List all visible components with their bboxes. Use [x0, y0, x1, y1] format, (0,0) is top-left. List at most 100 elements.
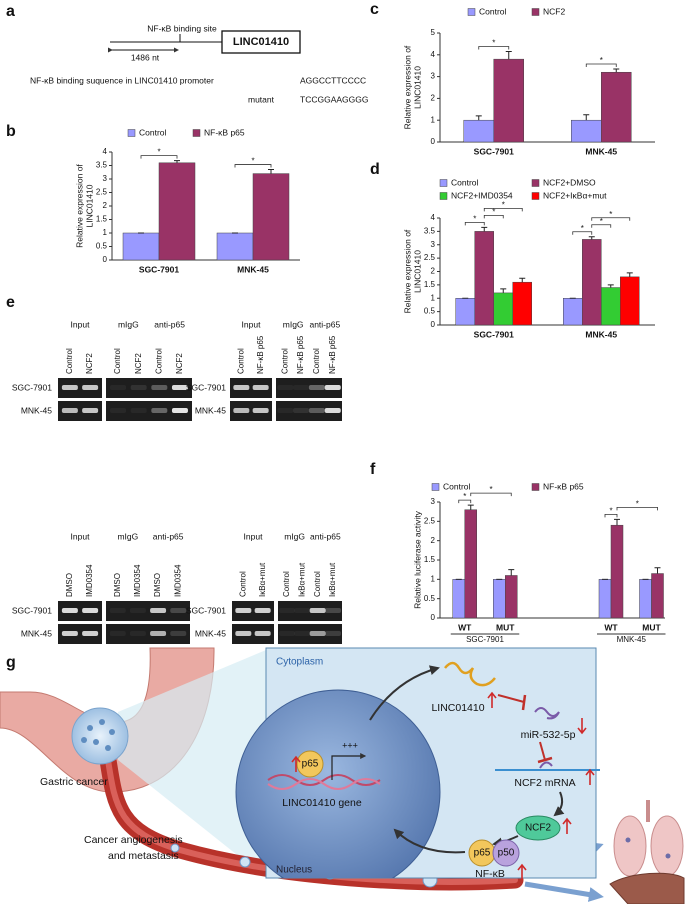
legend-label: NCF2+DMSO: [543, 177, 596, 187]
y-axis-label: Relative luciferase activity: [412, 510, 422, 609]
lane-label: NCF2: [175, 353, 184, 374]
lane-label: Control: [236, 348, 245, 374]
legend-label: Control: [443, 481, 471, 491]
error-bar: [481, 226, 488, 232]
nucleus: [235, 689, 441, 878]
zoom-cone: [118, 650, 266, 878]
gel-band: [109, 608, 126, 613]
legend-swatch: [127, 129, 136, 137]
p50-label: p50: [498, 848, 515, 859]
bar: [582, 239, 602, 326]
gel: [230, 401, 272, 421]
gel-band: [309, 608, 326, 613]
lane-label: NF-κB p65: [256, 335, 265, 374]
lane-label: Control: [238, 571, 247, 597]
x-tick-label: MNK-45: [237, 264, 269, 274]
cytoplasm-label: Cytoplasm: [276, 657, 323, 668]
gel-header: mIgG: [118, 319, 139, 329]
significance-bracket: [572, 231, 593, 235]
gel-band: [254, 608, 271, 613]
bar: [493, 58, 524, 143]
y-tick-label: 0: [431, 320, 436, 329]
gel-band: [171, 385, 188, 390]
gel: [276, 401, 342, 421]
gel: [58, 601, 102, 621]
row-label: MNK-45: [21, 628, 52, 638]
bar: [571, 119, 602, 143]
significance-label: *: [157, 148, 160, 157]
y-axis-label: LINC01410: [84, 184, 94, 227]
liver: [609, 872, 685, 904]
panel-a: a NF-κB binding site 1486 nt LINC01410 N…: [6, 3, 368, 104]
bar: [216, 232, 254, 261]
inhibition: [497, 694, 525, 703]
y-axis-label: LINC01410: [412, 250, 422, 293]
panel-label: a: [6, 3, 15, 20]
x-tick-label: MNK-45: [585, 146, 617, 156]
panel-label: f: [370, 461, 376, 478]
x-tick-label: WT: [604, 622, 618, 632]
mutant-label: mutant: [248, 94, 275, 104]
gel: [106, 401, 192, 421]
gel-band: [325, 631, 342, 636]
error-bar: [508, 569, 515, 576]
gene-box: [221, 30, 301, 54]
gel: [58, 624, 102, 644]
bar: [651, 573, 664, 619]
y-tick-label: 0.5: [96, 242, 108, 251]
p65-label: p65: [474, 848, 491, 859]
lane-label: Control: [280, 348, 289, 374]
distance-label: 1486 nt: [131, 52, 160, 62]
mutant-sequence: TCCGGAAGGGG: [300, 94, 368, 104]
bar: [452, 579, 465, 619]
mirna-bound: [539, 761, 553, 769]
error-bar: [467, 504, 474, 510]
lane-label: NCF2: [134, 353, 143, 374]
lane-label: NCF2: [85, 353, 94, 374]
significance-label: *: [251, 157, 254, 166]
panel-label: d: [370, 161, 380, 178]
complex-label: NF-κB: [475, 868, 505, 880]
significance-bracket: [470, 492, 512, 497]
error-bar: [654, 567, 661, 574]
gel-band: [252, 408, 269, 413]
bar: [639, 579, 652, 619]
y-tick-label: 1.5: [424, 555, 436, 564]
row-label: SGC-7901: [12, 605, 52, 615]
row-label: SGC-7901: [186, 382, 226, 392]
metastasis-arrow: [524, 881, 604, 902]
gel-header: anti-p65: [153, 531, 184, 541]
bar: [464, 509, 477, 619]
gel-band: [110, 408, 127, 413]
legend-label: NCF2+IMD0354: [451, 190, 513, 200]
error-bar: [519, 277, 526, 283]
gel-band: [82, 408, 99, 413]
legend-swatch: [439, 179, 448, 187]
bar: [601, 71, 632, 143]
gene-label: LINC01410 gene: [282, 797, 362, 809]
lane-label: DMSO: [153, 573, 162, 597]
gel-band: [82, 631, 99, 636]
gel: [58, 378, 102, 398]
y-tick-label: 4: [431, 213, 436, 222]
x-tick-label: SGC-7901: [474, 329, 514, 339]
panel-label: c: [370, 1, 379, 18]
bar: [463, 119, 494, 143]
lane-label: Control: [154, 348, 163, 374]
y-tick-label: 3.5: [424, 226, 436, 235]
legend-label: NCF2+IκBα+mut: [543, 190, 607, 200]
lane-label: Control: [312, 348, 321, 374]
gel-band: [109, 631, 126, 636]
legend-swatch: [192, 129, 201, 137]
gel-header: Input: [242, 319, 262, 329]
lane-label: NF-κB p65: [328, 335, 337, 374]
significance-bracket: [140, 155, 178, 159]
export-arrow: [369, 665, 440, 721]
significance-label: *: [492, 207, 495, 216]
gel-band: [82, 608, 99, 613]
significance-label: *: [492, 39, 495, 48]
lane-label: NF-κB p65: [296, 335, 305, 374]
lane-label: Control: [113, 348, 122, 374]
x-tick-label: SGC-7901: [474, 146, 514, 156]
y-tick-label: 1: [103, 228, 108, 237]
